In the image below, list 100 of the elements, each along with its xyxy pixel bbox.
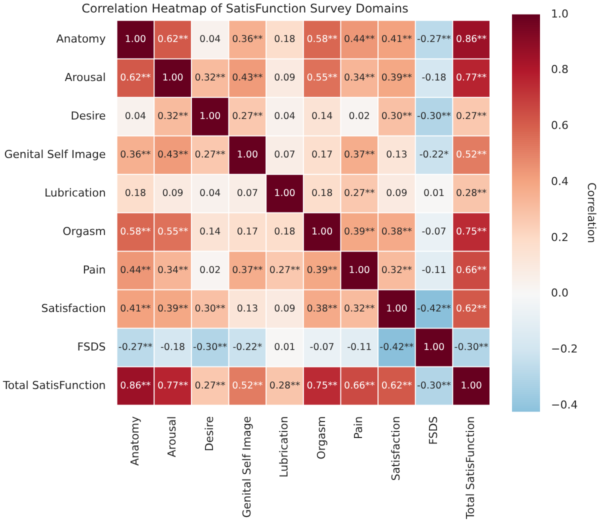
y-tick-label: Genital Self Image — [4, 148, 106, 161]
y-tick-label: Pain — [82, 263, 106, 276]
data-label: 0.43** — [232, 72, 263, 84]
data-label: 0.38** — [306, 303, 338, 314]
x-tick-label: Desire — [202, 416, 216, 452]
data-label: 0.75** — [306, 380, 338, 392]
chart-title: Correlation Heatmap of SatisFunction Survey Domains — [82, 1, 408, 16]
data-label: 1.00 — [236, 150, 258, 161]
data-label: -0.22* — [419, 150, 449, 161]
data-label: 0.18 — [274, 34, 296, 46]
data-label: 0.62** — [381, 380, 412, 392]
color-bar-title: Correlation — [585, 182, 598, 244]
data-label: -0.27** — [118, 342, 153, 353]
data-label: 0.66** — [344, 380, 375, 392]
data-label: 0.86** — [120, 380, 152, 392]
x-tick-label: Anatomy — [128, 416, 142, 466]
data-label: -0.42** — [380, 342, 414, 353]
data-label: 0.39** — [306, 264, 338, 276]
y-tick-label: Total SatisFunction — [2, 378, 106, 392]
data-label: 0.13 — [236, 303, 258, 314]
data-label: 0.62** — [120, 72, 152, 84]
data-label: 0.04 — [200, 34, 221, 46]
x-tick-label: Satisfaction — [390, 416, 403, 481]
data-label: 0.39** — [381, 72, 412, 84]
color-bar-label: 1.0 — [551, 7, 568, 20]
data-label: 0.09 — [274, 72, 296, 84]
data-label: 0.32** — [157, 111, 188, 122]
data-label: 0.30** — [194, 303, 226, 314]
data-label: 0.32** — [381, 264, 412, 276]
data-label: 0.07 — [236, 188, 258, 200]
data-label: 0.32** — [194, 72, 226, 84]
data-label: 0.62** — [456, 303, 487, 314]
y-tick-label: Orgasm — [62, 224, 106, 238]
data-label: 0.52** — [456, 150, 487, 161]
color-bar-label: 0.0 — [551, 286, 568, 300]
data-label: 0.27** — [344, 188, 375, 200]
data-label: 0.36** — [120, 150, 152, 161]
data-label: 0.18 — [311, 188, 333, 200]
data-label: 0.27** — [194, 380, 226, 392]
data-label: 0.18 — [274, 226, 296, 238]
data-label: -0.30** — [454, 342, 489, 353]
data-label: 0.44** — [120, 264, 152, 276]
data-label: -0.18 — [160, 342, 186, 353]
data-label: 0.30** — [381, 111, 412, 122]
y-tick-label: FSDS — [77, 340, 106, 354]
data-label: 0.17 — [236, 226, 258, 238]
data-label: 1.00 — [200, 111, 221, 122]
data-label: 0.27** — [456, 111, 487, 122]
data-label: 0.32** — [344, 303, 375, 314]
data-label: -0.30** — [193, 342, 228, 353]
data-label: 0.41** — [120, 303, 152, 314]
data-label: 1.00 — [348, 264, 370, 276]
color-bar-label: −0.2 — [551, 342, 578, 356]
data-label: 0.17 — [311, 150, 333, 161]
x-tick-label: Total SatisFunction — [464, 416, 478, 520]
y-tick-label: Arousal — [64, 70, 106, 84]
data-label: 0.86** — [456, 34, 487, 46]
color-bar-label: 0.6 — [551, 119, 568, 132]
data-label: 0.01 — [274, 342, 296, 353]
data-label: 0.04 — [200, 188, 221, 200]
data-label: 0.18 — [124, 188, 146, 200]
x-tick-label: Orgasm — [314, 416, 328, 460]
data-label: 1.00 — [274, 188, 296, 200]
data-label: 0.04 — [124, 111, 146, 122]
data-label: 0.75** — [456, 226, 487, 238]
data-label: 0.28** — [269, 380, 300, 392]
data-label: 0.14 — [311, 111, 333, 122]
data-label: 0.38** — [381, 226, 412, 238]
data-label: -0.07 — [422, 226, 446, 238]
data-label: 1.00 — [311, 226, 333, 238]
data-label: 0.27** — [269, 264, 300, 276]
y-tick-label: Anatomy — [56, 32, 106, 46]
data-label: -0.18 — [422, 72, 446, 84]
data-label: 0.44** — [344, 34, 375, 46]
data-label: -0.07 — [310, 342, 334, 353]
data-label: 0.39** — [344, 226, 375, 238]
color-bar-label: −0.4 — [551, 398, 578, 412]
data-label: 0.41** — [381, 34, 412, 46]
data-label: 0.13 — [386, 150, 408, 161]
data-label: 1.00 — [386, 303, 408, 314]
data-label: 0.37** — [344, 150, 375, 161]
data-label: 0.55** — [157, 226, 188, 238]
data-label: 0.62** — [157, 34, 188, 46]
data-label: 0.55** — [306, 72, 338, 84]
data-label: 1.00 — [423, 342, 445, 353]
data-label: 0.39** — [157, 303, 188, 314]
data-label: 0.34** — [157, 264, 188, 276]
data-label: 0.09 — [162, 188, 184, 200]
data-label: 0.77** — [456, 72, 487, 84]
color-bar-label: 0.2 — [551, 230, 568, 244]
data-label: 0.37** — [232, 264, 263, 276]
data-label: 0.28** — [456, 188, 487, 200]
y-tick-label: Satisfaction — [41, 302, 106, 315]
data-label: 0.43** — [157, 150, 188, 161]
data-label: 0.09 — [274, 303, 296, 314]
data-label: -0.22* — [232, 342, 262, 353]
data-label: 0.09 — [386, 188, 408, 200]
color-bar-label: 0.4 — [551, 174, 568, 188]
data-label: -0.27** — [416, 34, 452, 46]
data-label: 0.36** — [232, 34, 263, 46]
